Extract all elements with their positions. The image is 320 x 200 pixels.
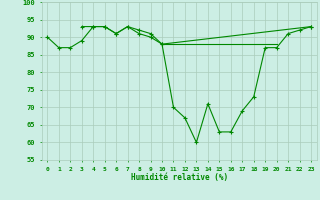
X-axis label: Humidité relative (%): Humidité relative (%) [131, 173, 228, 182]
